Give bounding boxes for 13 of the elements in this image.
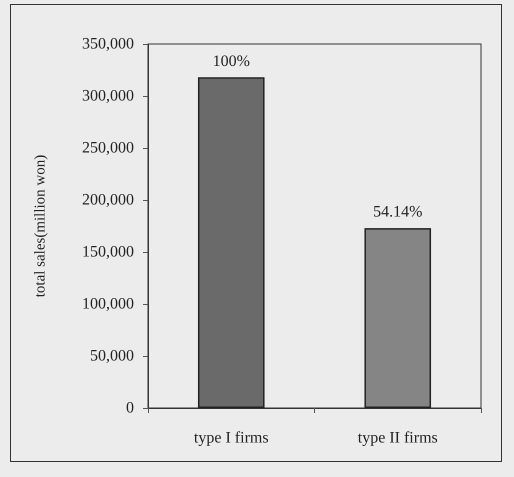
y-tick-label: 100,000 [82, 296, 134, 312]
annotation: 54.14% [373, 204, 422, 221]
x-tick-label: type II firms [358, 430, 438, 446]
annotation: 100% [212, 52, 250, 70]
y-axis-title: total sales(million won) [32, 154, 48, 298]
x-tick-label: type I firms [194, 430, 269, 446]
y-tick-label: 50,000 [90, 348, 134, 364]
y-tick-label: 250,000 [82, 140, 134, 156]
y-tick-label: 0 [126, 400, 134, 416]
y-tick-label: 300,000 [82, 88, 134, 104]
y-tick-label: 200,000 [82, 192, 134, 208]
y-tick-label: 350,000 [82, 36, 134, 52]
y-tick-label: 150,000 [82, 244, 134, 260]
